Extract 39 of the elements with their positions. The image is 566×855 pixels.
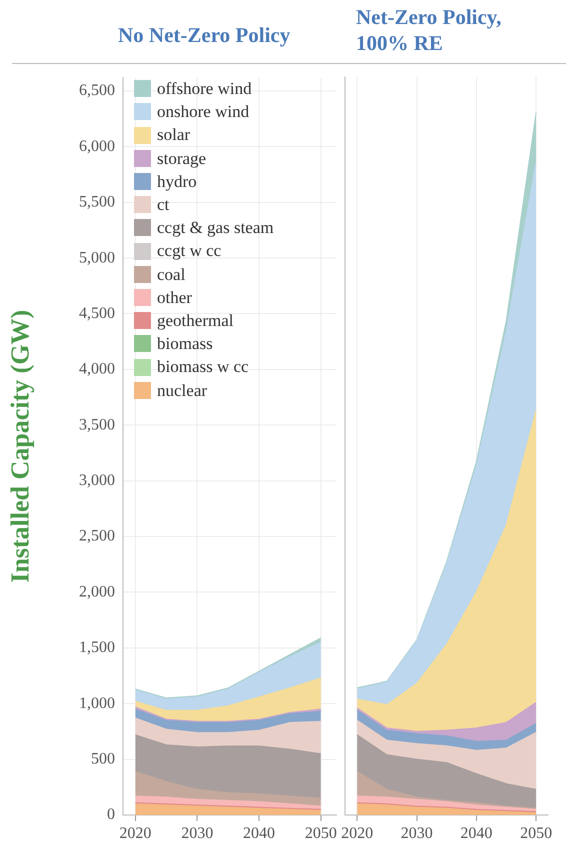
x-tick-label: 2050 [304, 824, 337, 842]
y-tick-label: 1,000 [79, 694, 115, 712]
legend-label: biomass [157, 333, 213, 356]
legend-label: ct [157, 194, 170, 216]
y-tick-label: 2,000 [79, 583, 115, 600]
x-tick-label: 2050 [520, 824, 552, 842]
legend-label: ccgt & gas steam [157, 217, 274, 240]
x-tick-label: 2020 [341, 824, 374, 842]
y-tick-label: 1,500 [79, 639, 115, 656]
y-tick-label: 6,000 [79, 138, 115, 155]
y-tick-label: 500 [91, 750, 115, 768]
legend-label: biomass w cc [157, 356, 249, 378]
legend-label: solar [157, 124, 190, 146]
legend-label: storage [157, 148, 206, 170]
x-tick-label: 2030 [181, 824, 214, 842]
legend-label: geothermal [157, 310, 234, 332]
chart-title: No Net-Zero Policy [118, 22, 292, 48]
legend-label: offshore wind [157, 78, 252, 100]
x-tick-label: 2040 [460, 824, 492, 842]
legend-label: coal [157, 264, 186, 286]
x-tick-label: 2040 [243, 824, 276, 842]
legend-label: other [157, 286, 192, 309]
y-tick-label: 3,000 [79, 472, 115, 490]
y-tick-label: 5,000 [79, 249, 115, 266]
y-axis-title: Installed Capacity (GW) [5, 310, 34, 583]
legend-label: ccgt w cc [157, 240, 222, 262]
y-tick-label: 4,500 [79, 304, 115, 322]
y-tick-label: 3,500 [79, 416, 115, 434]
y-tick-label: 2,500 [79, 528, 115, 545]
y-tick-label: 0 [107, 806, 115, 824]
legend-label: hydro [157, 170, 197, 193]
legend-label: nuclear [157, 380, 208, 402]
legend-label: onshore wind [157, 101, 250, 124]
chart-title: Net-Zero Policy, 100% RE [356, 4, 502, 56]
y-tick-label: 4,000 [79, 360, 115, 378]
x-tick-label: 2020 [119, 824, 152, 842]
x-tick-label: 2030 [400, 824, 433, 842]
y-tick-label: 5,500 [79, 194, 115, 211]
y-tick-label: 6,500 [79, 82, 115, 100]
